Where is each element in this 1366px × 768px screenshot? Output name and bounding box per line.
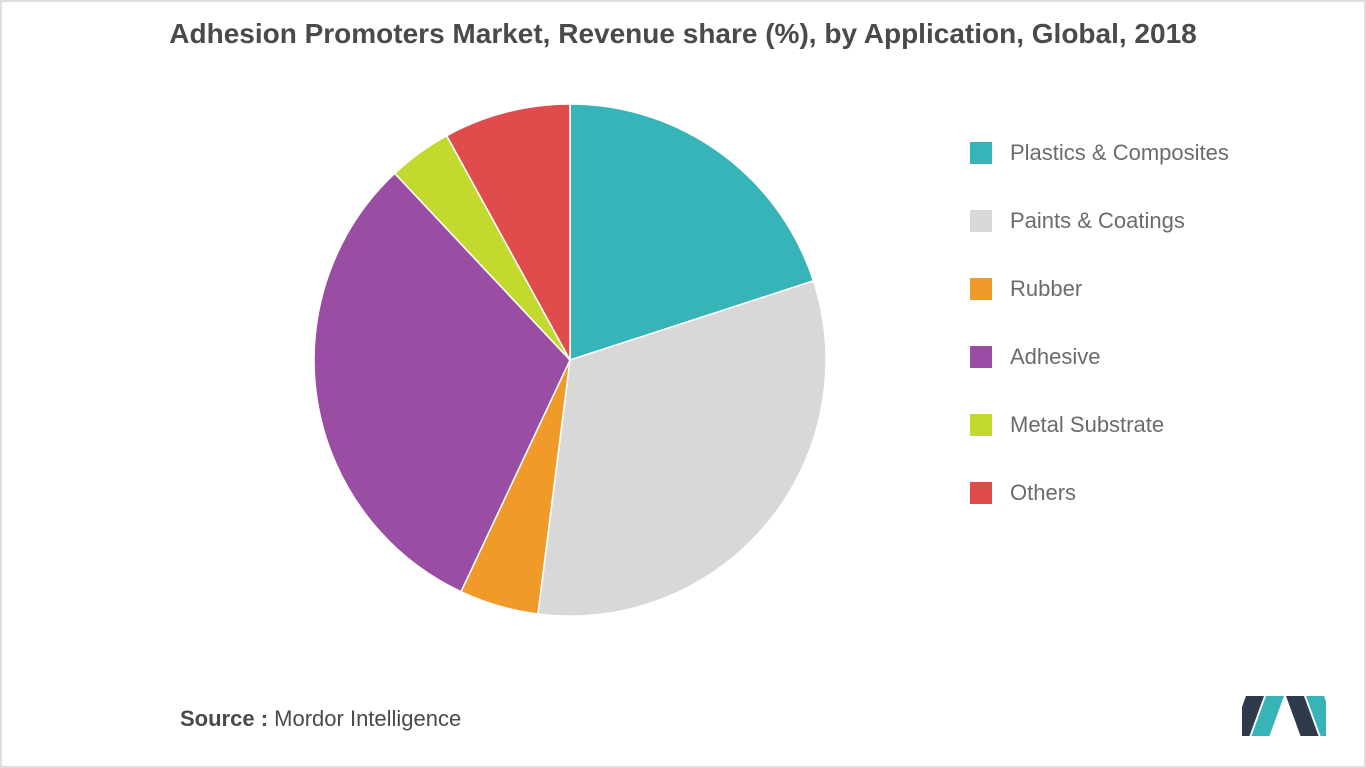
chart-area: Plastics & Composites Paints & Coatings Ru… xyxy=(0,70,1366,670)
legend-swatch xyxy=(970,414,992,436)
legend-swatch xyxy=(970,210,992,232)
legend-label: Paints & Coatings xyxy=(1010,208,1185,234)
mordor-logo-icon xyxy=(1242,692,1326,740)
legend-item-1: Paints & Coatings xyxy=(970,208,1310,234)
legend-swatch xyxy=(970,482,992,504)
legend-label: Others xyxy=(1010,480,1076,506)
legend: Plastics & Composites Paints & Coatings Ru… xyxy=(970,140,1310,548)
legend-label: Plastics & Composites xyxy=(1010,140,1229,166)
legend-swatch xyxy=(970,142,992,164)
legend-label: Metal Substrate xyxy=(1010,412,1164,438)
source-text: Mordor Intelligence xyxy=(274,706,461,731)
pie-svg xyxy=(310,100,830,620)
legend-item-0: Plastics & Composites xyxy=(970,140,1310,166)
legend-swatch xyxy=(970,346,992,368)
legend-item-2: Rubber xyxy=(970,276,1310,302)
legend-label: Rubber xyxy=(1010,276,1082,302)
brand-logo xyxy=(1242,692,1326,740)
pie-chart xyxy=(310,100,830,620)
legend-item-5: Others xyxy=(970,480,1310,506)
legend-item-4: Metal Substrate xyxy=(970,412,1310,438)
chart-title: Adhesion Promoters Market, Revenue share… xyxy=(0,18,1366,50)
legend-item-3: Adhesive xyxy=(970,344,1310,370)
legend-label: Adhesive xyxy=(1010,344,1101,370)
source-prefix: Source : xyxy=(180,706,268,731)
legend-swatch xyxy=(970,278,992,300)
source-attribution: Source : Mordor Intelligence xyxy=(180,706,461,732)
